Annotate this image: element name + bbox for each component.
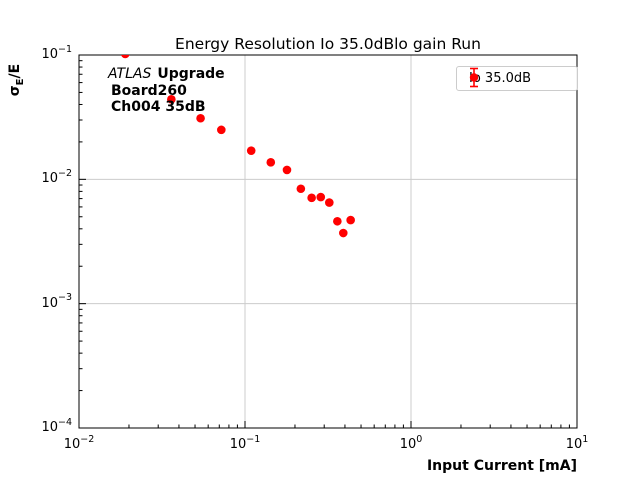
annotation-experiment-suffix: Upgrade: [157, 66, 225, 82]
x-tick-label: 101: [565, 433, 589, 452]
data-point: [316, 192, 326, 202]
x-tick-label: 100: [399, 433, 423, 452]
annotation-board: Board260: [111, 82, 187, 99]
y-tick-label: 10−2: [41, 168, 72, 187]
annotation-channel: Ch004 35dB: [111, 99, 206, 115]
chart-title: Energy Resolution Io 35.0dBlo gain Run: [175, 35, 481, 53]
data-point: [333, 216, 342, 226]
y-axis-label-subscript: E: [14, 78, 26, 86]
x-tick-label: 10−1: [229, 433, 261, 452]
y-axis-label-sigma: σ: [7, 85, 23, 97]
data-point: [282, 165, 292, 175]
annotation-experiment-name: ATLAS: [108, 66, 152, 82]
y-tick-label: 10−4: [41, 416, 72, 435]
annotation-line-experiment: ATLAS Upgrade: [108, 66, 225, 83]
data-point: [217, 125, 226, 135]
y-tick-label: 10−3: [41, 292, 72, 311]
x-tick-label: 10−2: [63, 433, 95, 452]
data-point: [196, 113, 205, 123]
data-point: [167, 95, 176, 104]
data-point: [266, 158, 276, 167]
data-point: [339, 228, 348, 238]
errorbar-marker-icon: [469, 67, 479, 88]
data-point: [307, 193, 316, 203]
data-point: [325, 198, 334, 207]
y-axis-label-rest: /E: [7, 63, 23, 79]
x-axis-label: Input Current [mA]: [426, 458, 577, 474]
data-point: [246, 146, 256, 155]
y-tick-label: 10−1: [41, 43, 72, 62]
data-point: [121, 55, 130, 59]
data-point: [296, 184, 306, 194]
atlas-annotation: ATLAS Upgrade Board260 Ch004 35dB: [108, 66, 225, 116]
legend: Io 35.0dB: [456, 66, 578, 91]
data-point: [346, 215, 355, 225]
legend-entry-label: Io 35.0dB: [469, 71, 532, 86]
y-axis-label: σE/E: [7, 49, 27, 111]
